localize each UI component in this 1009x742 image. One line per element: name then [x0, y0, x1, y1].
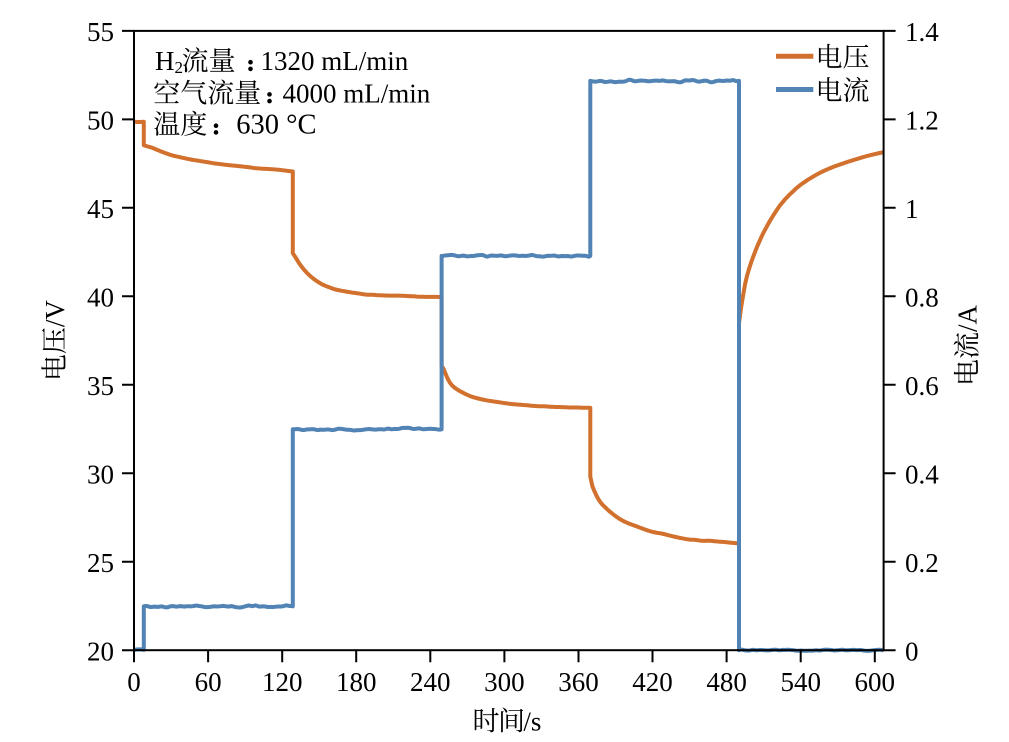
svg-text:/s: /s — [523, 706, 541, 736]
svg-text:630 °C: 630 °C — [236, 110, 316, 141]
svg-text:20: 20 — [87, 636, 114, 666]
svg-text:55: 55 — [87, 17, 114, 47]
svg-text:4000 mL/min: 4000 mL/min — [283, 78, 431, 108]
svg-text:50: 50 — [87, 106, 114, 136]
svg-text:40: 40 — [87, 282, 114, 312]
svg-text:45: 45 — [87, 194, 114, 224]
svg-text:600: 600 — [855, 667, 896, 697]
svg-text:/A: /A — [953, 304, 983, 332]
svg-text:0.8: 0.8 — [905, 282, 939, 312]
svg-text:30: 30 — [87, 459, 114, 489]
svg-text:0.4: 0.4 — [905, 459, 939, 489]
svg-text:35: 35 — [87, 371, 114, 401]
svg-text:1: 1 — [905, 194, 919, 224]
svg-text:180: 180 — [336, 667, 377, 697]
svg-text:25: 25 — [87, 548, 114, 578]
svg-text:1320 mL/min: 1320 mL/min — [261, 46, 409, 76]
svg-text:1.2: 1.2 — [905, 106, 939, 136]
svg-text:0.6: 0.6 — [905, 371, 939, 401]
svg-text:0: 0 — [905, 636, 919, 666]
svg-text:540: 540 — [780, 667, 821, 697]
svg-text:0: 0 — [127, 667, 141, 697]
svg-text:360: 360 — [558, 667, 599, 697]
svg-text:120: 120 — [262, 667, 303, 697]
svg-text:60: 60 — [195, 667, 222, 697]
svg-text:420: 420 — [632, 667, 673, 697]
svg-text:/V: /V — [40, 300, 70, 328]
svg-text:240: 240 — [410, 667, 451, 697]
svg-text:300: 300 — [484, 667, 525, 697]
svg-text:1.4: 1.4 — [905, 17, 939, 47]
svg-text:480: 480 — [706, 667, 747, 697]
svg-text:0.2: 0.2 — [905, 548, 939, 578]
